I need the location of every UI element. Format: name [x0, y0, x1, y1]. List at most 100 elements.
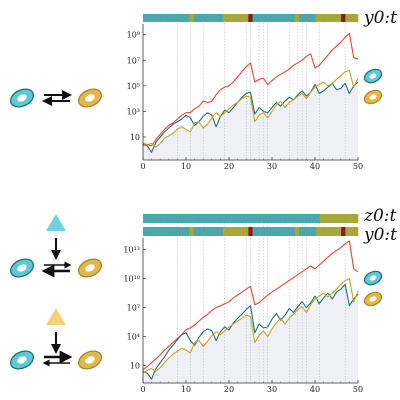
- state-cell-states_y-25: [248, 227, 253, 236]
- y-tick-label-2: 10⁷: [127, 304, 140, 313]
- state-cell-states_y-1: [147, 227, 152, 236]
- state-cell-states_z-6: [168, 214, 173, 223]
- state-cell-states_y-34: [286, 227, 291, 236]
- state-cell-states_above-15: [206, 14, 211, 22]
- state-cell-states_y-37: [298, 227, 304, 236]
- state-cell-states_y-12: [193, 227, 199, 236]
- state-cell-states_y-50: [353, 227, 359, 236]
- x-tick-label-1: 10: [181, 385, 191, 394]
- state-cell-states_y-7: [172, 227, 178, 236]
- state-cell-states_above-3: [155, 14, 161, 22]
- state-cell-states_y-43: [324, 227, 329, 236]
- state-cell-states_above-19: [223, 14, 228, 22]
- x-tick-label-3: 30: [267, 162, 277, 171]
- state-cell-states_above-4: [159, 14, 165, 22]
- state-cell-states_y-23: [239, 227, 245, 236]
- state-cell-states_z-8: [176, 214, 182, 223]
- state-cell-states_y-6: [168, 227, 173, 236]
- state-cell-states_y-20: [227, 227, 232, 236]
- state-cell-states_above-35: [290, 14, 296, 22]
- state-cell-states_z-34: [286, 214, 291, 223]
- gold-series-line: [142, 278, 359, 374]
- state-cell-states_above-18: [218, 14, 224, 22]
- state-cell-states_y-35: [290, 227, 296, 236]
- cyan-cell-icon: [9, 258, 35, 278]
- state-cell-states_y-28: [261, 227, 266, 236]
- top-chart: 0 10 20 30 40 50 10 10³ 10⁵ 10⁷ 10⁹: [127, 14, 363, 171]
- state-cell-states_z-32: [277, 214, 283, 223]
- x-tick-label-4: 40: [310, 162, 320, 171]
- top-sequence-label: y0:t: [363, 8, 397, 28]
- teal-series-line: [142, 283, 359, 380]
- state-cell-states_above-48: [345, 14, 350, 22]
- state-cell-states_above-26: [252, 14, 258, 22]
- state-cell-states_above-1: [147, 14, 152, 22]
- state-cell-states_z-1: [147, 214, 152, 223]
- state-cell-states_y-4: [159, 227, 165, 236]
- state-cell-states_y-0: [143, 227, 148, 236]
- gold-cell-icon: [363, 291, 383, 307]
- state-cell-states_z-2: [151, 214, 156, 223]
- y-tick-label-3: 10¹⁰: [123, 275, 140, 284]
- red-series-line: [142, 32, 359, 147]
- state-cell-states_y-22: [235, 227, 241, 236]
- state-cell-states_z-46: [336, 214, 342, 223]
- state-cell-states_y-47: [341, 227, 346, 236]
- middle-reaction-diagram: [9, 214, 103, 278]
- state-cell-states_y-30: [269, 227, 274, 236]
- top-reaction-diagram: [9, 88, 103, 108]
- state-cell-states_y-2: [151, 227, 156, 236]
- state-cell-states_above-43: [324, 14, 329, 22]
- state-cell-states_z-10: [185, 214, 190, 223]
- state-cell-states_z-13: [197, 214, 203, 223]
- state-cell-states_above-13: [197, 14, 203, 22]
- state-cell-states_z-4: [159, 214, 165, 223]
- state-cell-states_above-10: [185, 14, 190, 22]
- x-tick-label-2: 20: [224, 385, 234, 394]
- bottom-reaction-diagram: [9, 308, 103, 370]
- x-tick-label-0: 0: [140, 385, 145, 394]
- bottom-chart: 0 10 20 30 40 50 10 10⁴ 10⁷ 10¹⁰ 10¹³: [123, 214, 363, 394]
- cyan-cell-icon: [363, 270, 383, 286]
- state-cell-states_z-36: [294, 214, 300, 223]
- state-cell-states_y-18: [218, 227, 224, 236]
- state-cell-states_y-41: [315, 227, 321, 236]
- state-cell-states_y-29: [265, 227, 270, 236]
- state-cell-states_above-46: [336, 14, 342, 22]
- bottom-z-sequence-label: z0:t: [363, 206, 397, 226]
- state-cell-states_z-37: [298, 214, 304, 223]
- state-cell-states_z-29: [265, 214, 270, 223]
- state-cell-states_above-40: [311, 14, 317, 22]
- state-cell-states_above-33: [282, 14, 287, 22]
- cyan-cell-icon: [9, 88, 35, 108]
- state-cell-states_y-21: [231, 227, 237, 236]
- state-cell-states_z-24: [244, 214, 249, 223]
- cyan-triangle-icon: [46, 214, 66, 231]
- x-tick-label-4: 40: [310, 385, 320, 394]
- state-cell-states_above-21: [231, 14, 237, 22]
- state-cell-states_z-47: [341, 214, 346, 223]
- state-cell-states_y-15: [206, 227, 211, 236]
- y-tick-label-0: 10: [130, 133, 140, 142]
- state-cell-states_z-9: [180, 214, 186, 223]
- state-cell-states_above-31: [273, 14, 279, 22]
- state-cell-states_z-48: [345, 214, 350, 223]
- state-cell-states_above-0: [143, 14, 148, 22]
- state-cell-states_y-19: [223, 227, 228, 236]
- state-cell-states_y-24: [244, 227, 249, 236]
- state-cell-states_z-7: [172, 214, 178, 223]
- gold-cell-icon: [77, 88, 103, 108]
- state-cell-states_z-19: [223, 214, 228, 223]
- state-cell-states_above-12: [193, 14, 199, 22]
- state-cell-states_above-23: [239, 14, 245, 22]
- state-cell-states_above-47: [341, 14, 346, 22]
- state-cell-states_above-24: [244, 14, 249, 22]
- x-tick-label-3: 30: [267, 385, 277, 394]
- state-cell-states_y-40: [311, 227, 317, 236]
- state-cell-states_z-43: [324, 214, 329, 223]
- state-cell-states_above-42: [320, 14, 325, 22]
- state-cell-states_z-40: [311, 214, 317, 223]
- state-cell-states_y-42: [320, 227, 325, 236]
- state-cell-states_z-5: [164, 214, 169, 223]
